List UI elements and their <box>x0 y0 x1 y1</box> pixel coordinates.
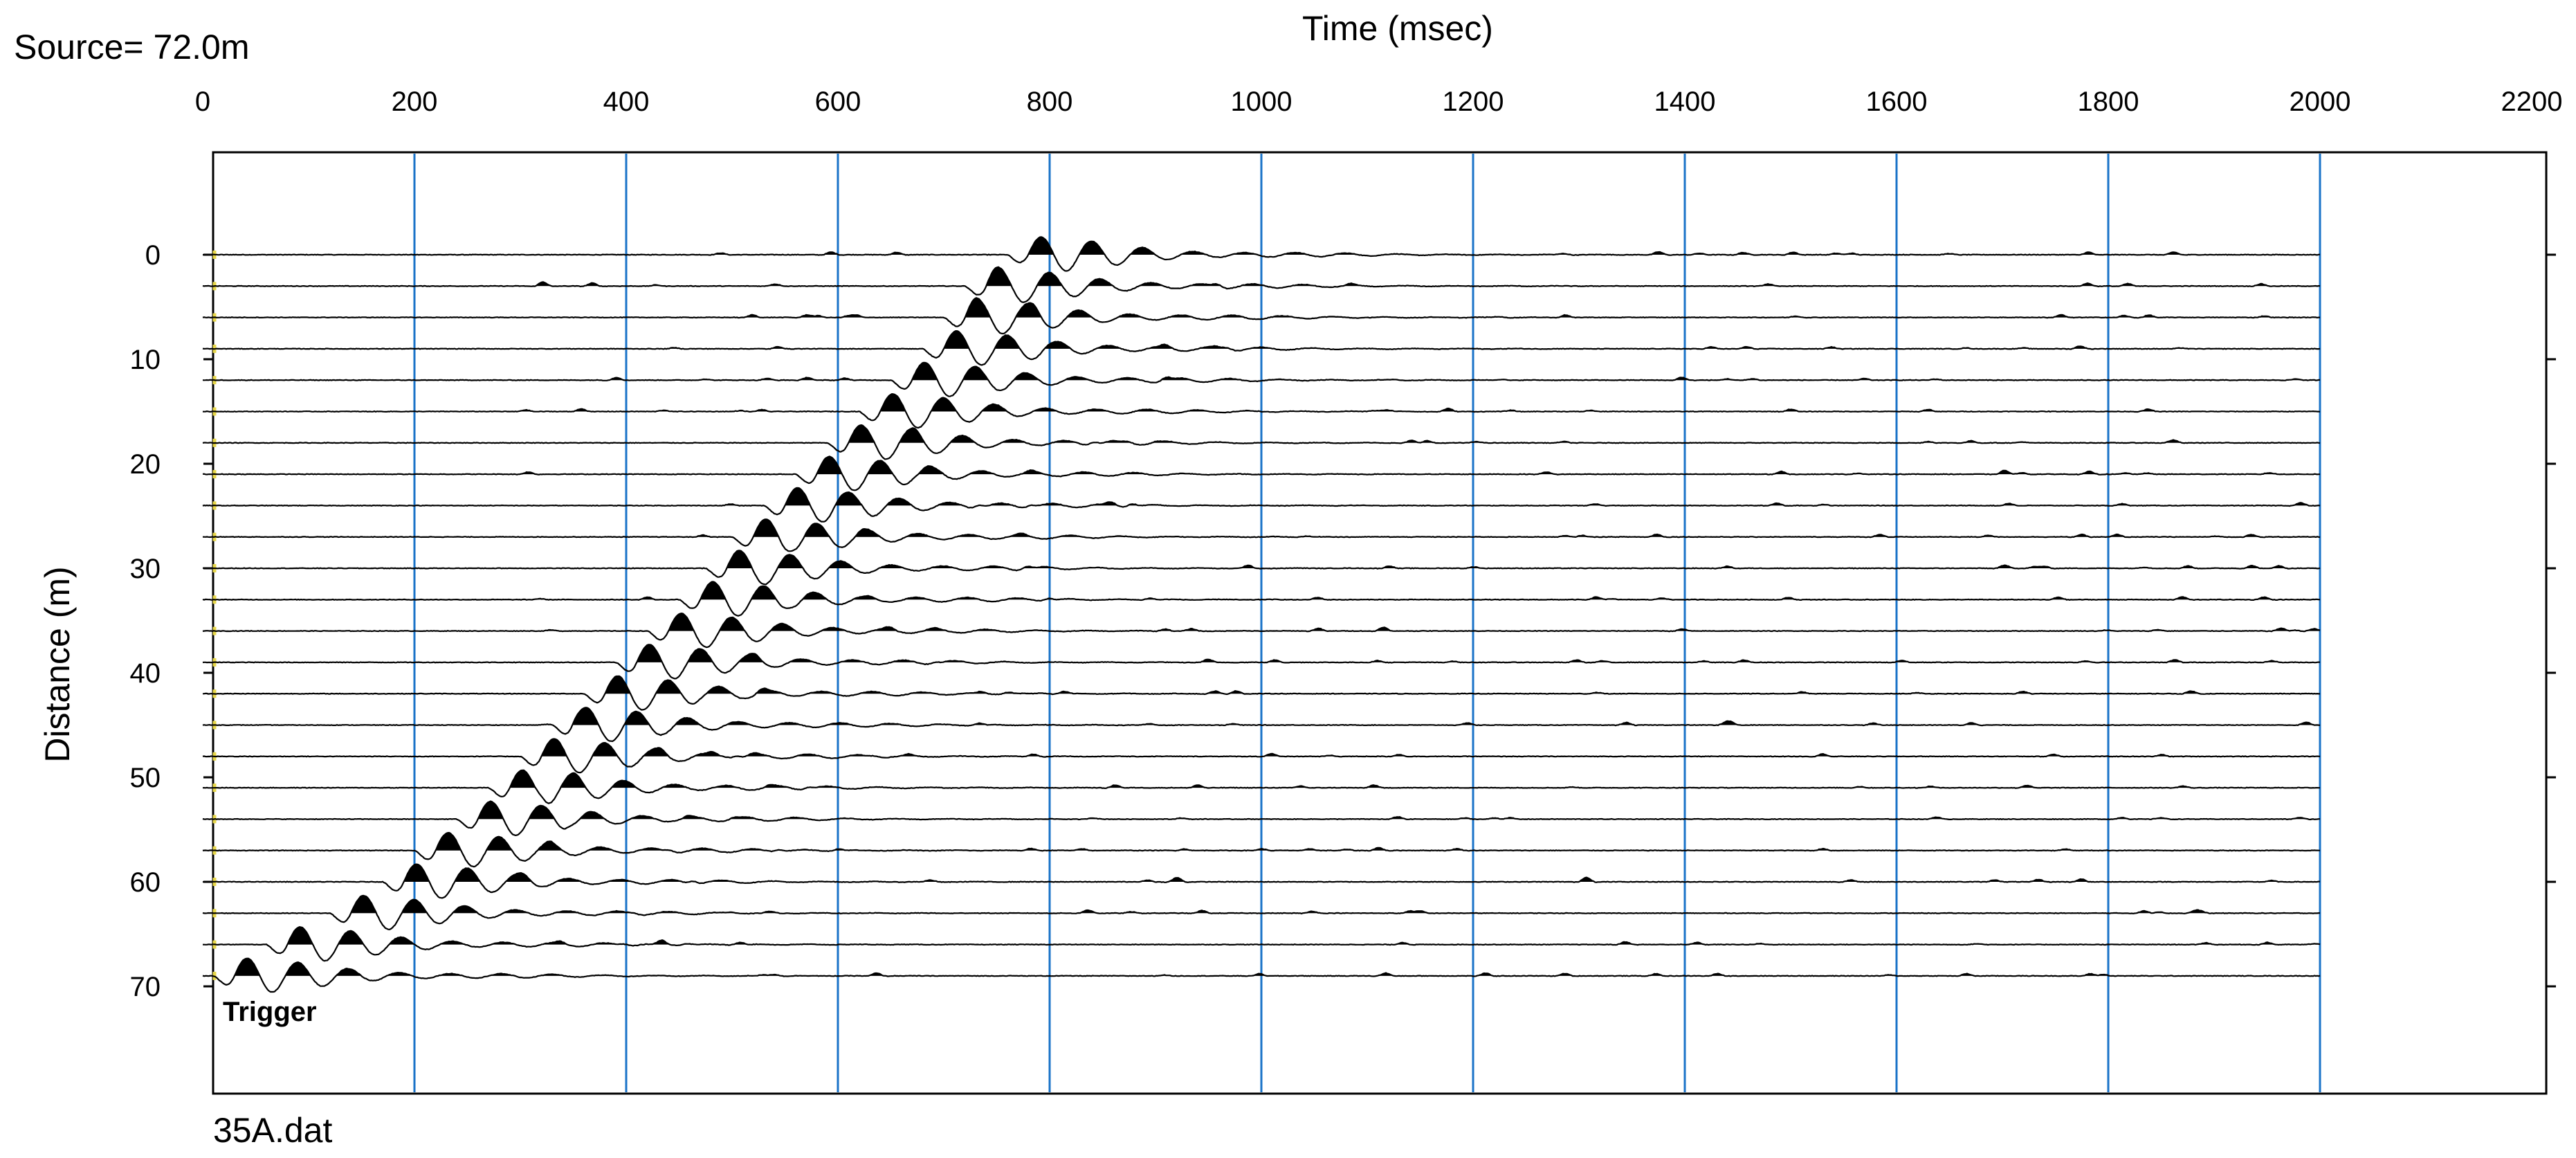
x-tick-label: 2000 <box>2290 87 2351 117</box>
x-tick-label: 2200 <box>2501 87 2563 117</box>
x-tick-label: 1200 <box>1443 87 1504 117</box>
chart-title: Time (msec) <box>1302 9 1493 48</box>
x-tick-label: 1800 <box>2078 87 2139 117</box>
y-tick-label: 50 <box>130 763 161 793</box>
y-tick-label: 10 <box>130 345 161 375</box>
x-tick-label: 200 <box>392 87 438 117</box>
right-axis-ticks <box>2546 253 2556 988</box>
seismic-trace-fill <box>203 613 2320 631</box>
y-tick-label: 20 <box>130 449 161 480</box>
y-tick-label: 70 <box>130 972 161 1002</box>
x-tick-label: 0 <box>195 87 210 117</box>
y-tick-label: 60 <box>130 867 161 898</box>
file-name-label: 35A.dat <box>213 1111 332 1150</box>
seismic-trace-fill <box>203 676 2320 694</box>
x-tick-label: 400 <box>603 87 650 117</box>
y-tick-label: 40 <box>130 658 161 689</box>
x-tick-label: 1600 <box>1866 87 1928 117</box>
x-tick-label: 600 <box>815 87 861 117</box>
seismic-trace-fill <box>203 864 2320 882</box>
x-tick-label: 1400 <box>1654 87 1716 117</box>
plot-frame <box>212 151 2548 1095</box>
y-axis-tick-labels: 0 10 20 30 40 50 60 70 <box>130 240 213 1002</box>
seismic-trace-fill <box>203 550 2320 568</box>
x-tick-label: 1000 <box>1231 87 1292 117</box>
source-label: Source= 72.0m <box>14 28 249 66</box>
y-axis-label: Distance (m) <box>38 566 77 762</box>
x-tick-label: 800 <box>1027 87 1073 117</box>
trigger-annotation: Trigger <box>223 997 317 1027</box>
x-axis-tick-labels: 0 200 400 600 800 1000 1200 1400 1600 1800 2000 220… <box>195 87 2563 117</box>
seismic-trace-fill <box>203 895 2320 914</box>
seismic-traces <box>202 236 2321 993</box>
vertical-grid-lines <box>413 154 2321 1092</box>
y-tick-label: 0 <box>145 240 161 271</box>
y-tick-label: 30 <box>130 554 161 584</box>
